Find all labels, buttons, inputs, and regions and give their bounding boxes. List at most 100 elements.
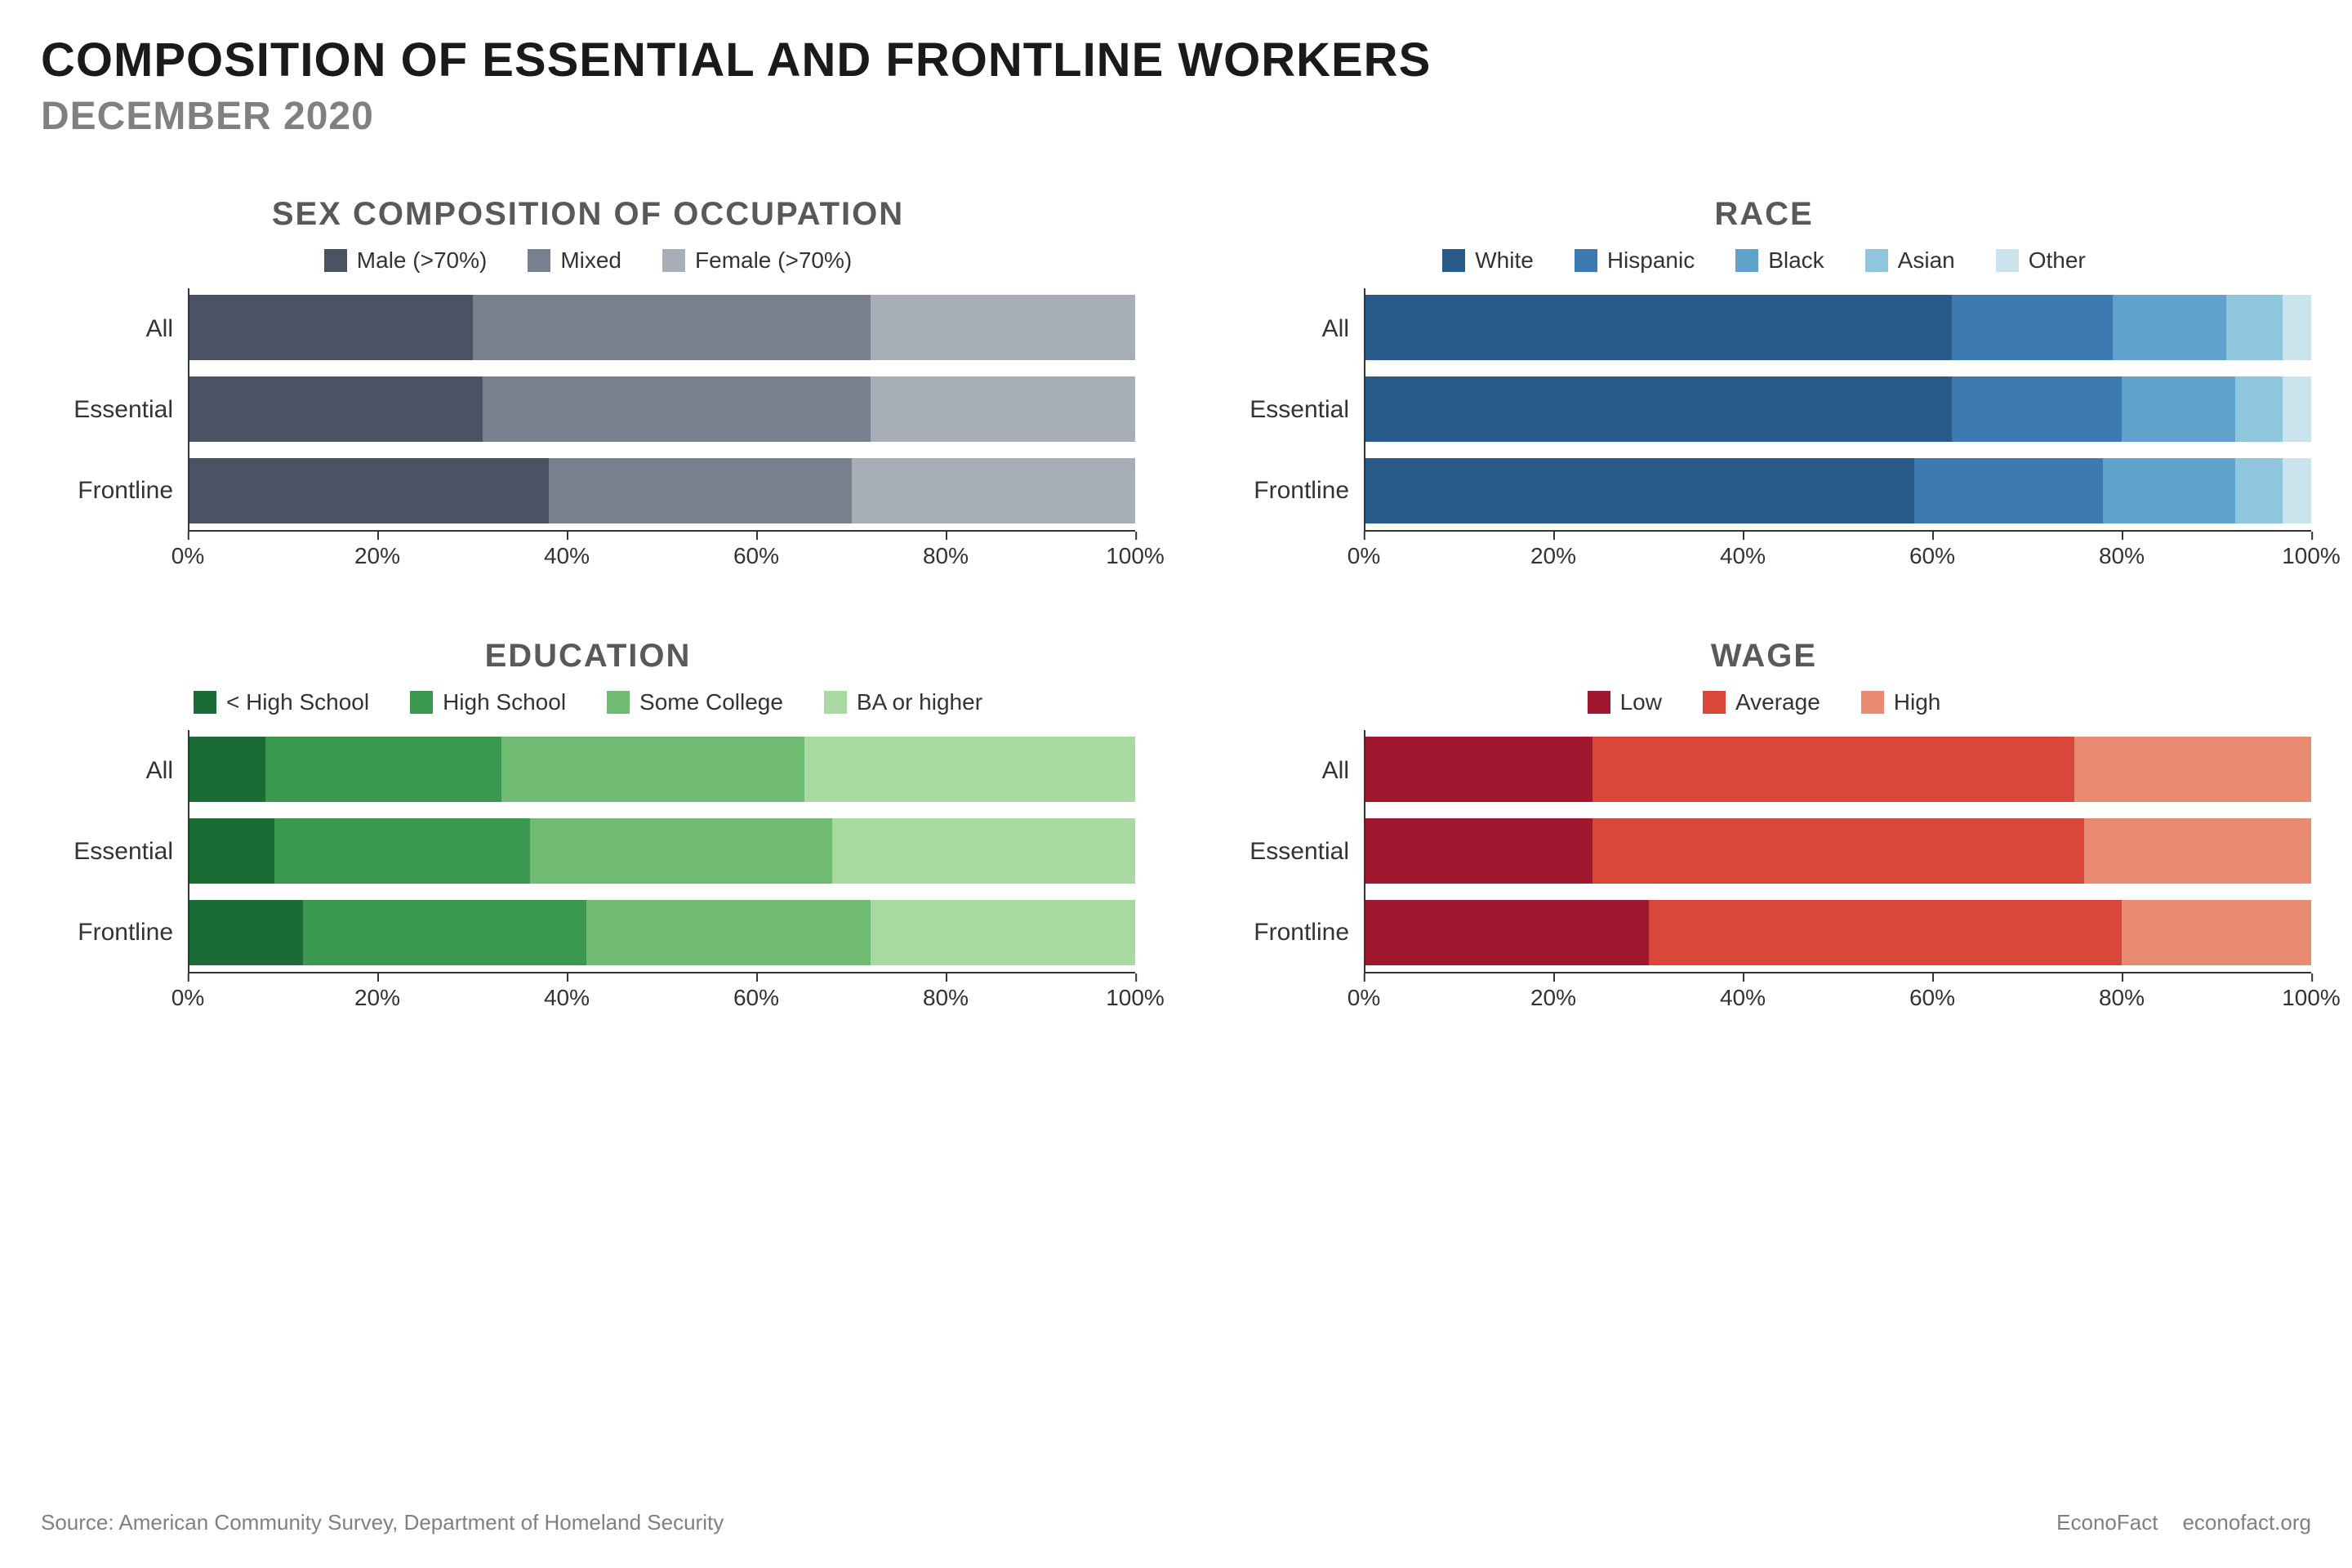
x-tick: 60% [733, 543, 779, 569]
y-label: All [1217, 738, 1349, 804]
bar-segment [871, 900, 1135, 965]
x-tick: 0% [172, 543, 204, 569]
x-tick: 60% [733, 985, 779, 1011]
legend: < High School High School Some College BA o… [41, 689, 1135, 715]
bar-row [1365, 458, 2311, 523]
x-tick: 80% [2099, 543, 2145, 569]
x-tick: 40% [1720, 985, 1766, 1011]
y-label: Essential [1217, 377, 1349, 443]
legend-item: Average [1703, 689, 1820, 715]
bar-segment [871, 295, 1135, 360]
x-tick: 80% [2099, 985, 2145, 1011]
legend-item: Asian [1865, 247, 1955, 274]
legend-label: < High School [226, 689, 369, 715]
legend-swatch [1865, 249, 1888, 272]
x-tick: 0% [1348, 985, 1380, 1011]
legend-swatch [324, 249, 347, 272]
bar-segment [586, 900, 870, 965]
bar-segment [189, 376, 483, 442]
y-label: Essential [1217, 819, 1349, 884]
bar-segment [2283, 376, 2311, 442]
bar-row [189, 295, 1135, 360]
legend-label: BA or higher [857, 689, 982, 715]
x-tick: 60% [1909, 543, 1955, 569]
bar-segment [189, 818, 274, 884]
bar-row [1365, 818, 2311, 884]
y-axis-labels: AllEssentialFrontline [1217, 730, 1364, 973]
bar-segment [2235, 458, 2283, 523]
bar-segment [2235, 376, 2283, 442]
legend: Low Average High [1217, 689, 2311, 715]
legend-item: White [1442, 247, 1534, 274]
bar-segment [1952, 376, 2122, 442]
legend-label: Average [1735, 689, 1820, 715]
legend-label: Other [2029, 247, 2086, 274]
y-axis-labels: AllEssentialFrontline [1217, 288, 1364, 532]
y-label: Essential [41, 819, 173, 884]
legend-label: Black [1768, 247, 1824, 274]
legend-label: Low [1620, 689, 1662, 715]
y-label: Frontline [41, 458, 173, 523]
x-axis: 0%20%40%60%80%100% [188, 973, 1135, 1014]
legend-item: Black [1735, 247, 1824, 274]
brand-text: EconoFact [2056, 1510, 2158, 1535]
x-tick: 40% [544, 543, 590, 569]
bar-segment [189, 900, 303, 965]
chart-area: AllEssentialFrontline [1217, 288, 2311, 532]
bar-segment [871, 376, 1135, 442]
legend-item: Male (>70%) [324, 247, 488, 274]
bar-segment [832, 818, 1135, 884]
legend-swatch [1575, 249, 1597, 272]
legend-swatch [528, 249, 550, 272]
bar-segment [1952, 295, 2113, 360]
bar-segment [1365, 458, 1914, 523]
bar-segment [303, 900, 586, 965]
legend-item: High School [410, 689, 566, 715]
chart-area: AllEssentialFrontline [41, 730, 1135, 973]
panel-title: EDUCATION [41, 638, 1135, 675]
x-tick: 60% [1909, 985, 1955, 1011]
legend-swatch [824, 691, 847, 714]
x-tick: 20% [354, 985, 400, 1011]
y-label: Frontline [41, 900, 173, 965]
y-label: All [41, 296, 173, 362]
legend-item: Mixed [528, 247, 621, 274]
bar-row [189, 458, 1135, 523]
legend-label: White [1475, 247, 1534, 274]
x-tick: 40% [544, 985, 590, 1011]
x-tick: 100% [1106, 543, 1165, 569]
legend-swatch [1861, 691, 1884, 714]
bar-segment [1365, 376, 1952, 442]
bar-segment [189, 737, 265, 802]
bar-row [189, 737, 1135, 802]
x-tick: 40% [1720, 543, 1766, 569]
bar-segment [2122, 900, 2311, 965]
legend-label: Hispanic [1607, 247, 1695, 274]
x-tick: 20% [354, 543, 400, 569]
panel-title: WAGE [1217, 638, 2311, 675]
bar-segment [189, 458, 549, 523]
bar-row [189, 376, 1135, 442]
x-tick: 80% [923, 985, 969, 1011]
legend-label: High [1894, 689, 1941, 715]
legend-item: Hispanic [1575, 247, 1695, 274]
legend-item: Other [1996, 247, 2086, 274]
x-tick: 0% [172, 985, 204, 1011]
legend-label: Male (>70%) [357, 247, 488, 274]
bar-segment [1914, 458, 2104, 523]
bar-segment [473, 295, 870, 360]
legend-swatch [662, 249, 685, 272]
legend-item: Female (>70%) [662, 247, 852, 274]
y-label: All [1217, 296, 1349, 362]
main-title: COMPOSITION OF ESSENTIAL AND FRONTLINE W… [41, 33, 2311, 87]
chart-area: AllEssentialFrontline [1217, 730, 2311, 973]
legend-label: Some College [639, 689, 783, 715]
panel-education: EDUCATION < High School High School Some Co… [41, 638, 1135, 1014]
legend-swatch [1703, 691, 1726, 714]
x-axis: 0%20%40%60%80%100% [188, 532, 1135, 572]
bar-segment [189, 295, 473, 360]
bar-segment [2084, 818, 2311, 884]
legend-swatch [1442, 249, 1465, 272]
y-axis-labels: AllEssentialFrontline [41, 288, 188, 532]
bar-segment [2283, 458, 2311, 523]
